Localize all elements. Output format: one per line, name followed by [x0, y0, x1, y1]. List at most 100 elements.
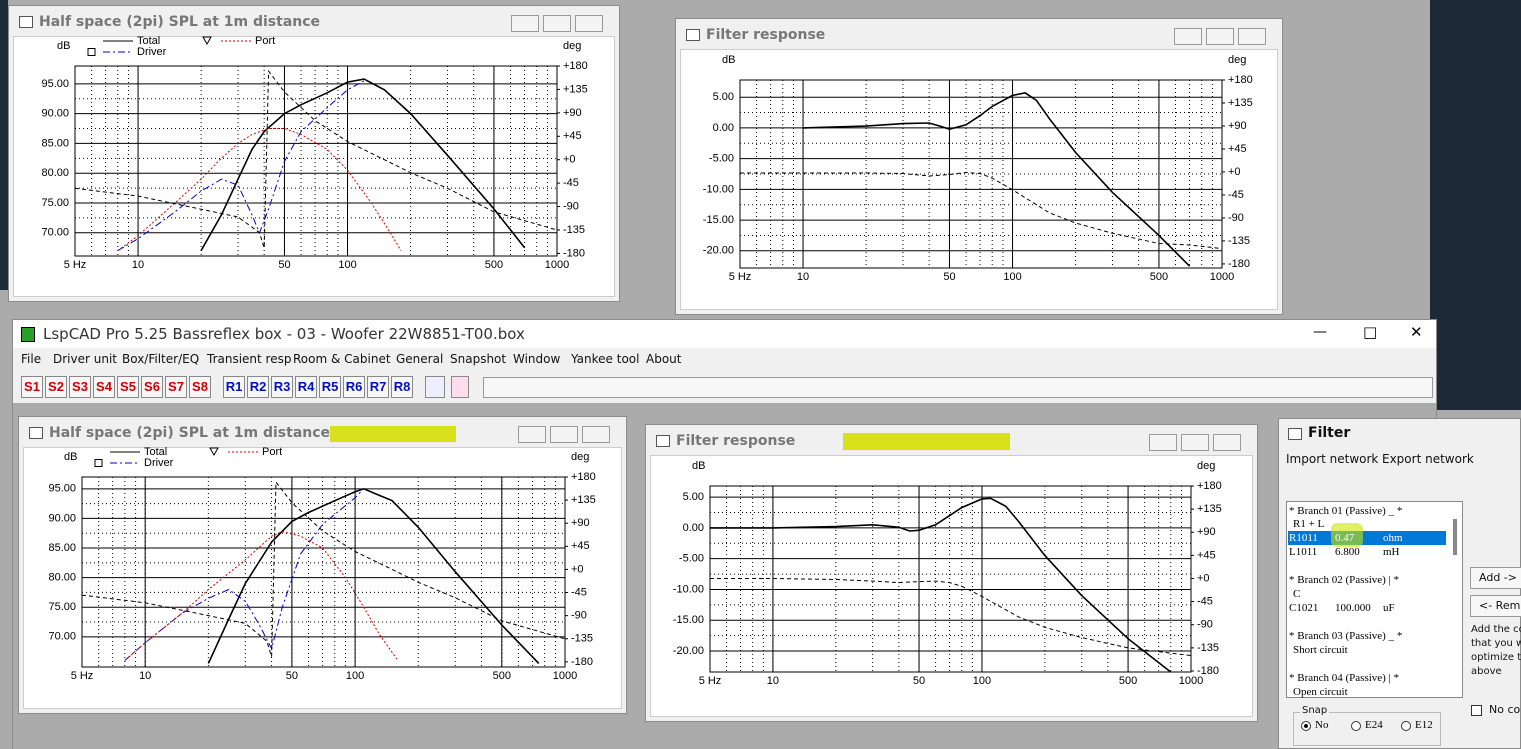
minimize[interactable]: [1174, 28, 1202, 45]
maximize[interactable]: [543, 15, 571, 32]
menu-item[interactable]: Box/Filter/EQ: [122, 352, 200, 366]
list-item[interactable]: 100.000: [1335, 602, 1371, 614]
y-tick-label: 70.00: [41, 227, 69, 239]
list-item[interactable]: Open circuit: [1293, 686, 1348, 698]
y2-tick-label: -90: [1197, 619, 1213, 631]
menu-item[interactable]: Driver unit: [53, 352, 117, 366]
list-item[interactable]: 0.47: [1335, 532, 1355, 544]
radio[interactable]: [1301, 721, 1311, 731]
checkbox[interactable]: [1471, 705, 1482, 716]
toolbar-button[interactable]: S3: [69, 376, 91, 398]
list-item[interactable]: ohm: [1383, 532, 1403, 544]
window-icon: [29, 427, 43, 439]
toolbar-button[interactable]: R4: [295, 376, 317, 398]
menu-item[interactable]: Snapshot: [450, 352, 507, 366]
close[interactable]: [575, 15, 603, 32]
y-tick-label: -5.00: [709, 153, 734, 165]
button[interactable]: <- Remov: [1470, 595, 1521, 617]
minimize[interactable]: [511, 15, 539, 32]
y-axis-label: dB: [64, 451, 77, 463]
x-tick-label: 100: [346, 670, 364, 682]
list-item[interactable]: Short circuit: [1293, 644, 1348, 656]
x-tick-label: 10: [132, 259, 144, 271]
menu-item[interactable]: File: [21, 352, 42, 366]
series-line: [803, 92, 1191, 267]
close[interactable]: [582, 426, 610, 443]
toolbar-button[interactable]: R8: [391, 376, 413, 398]
series-line: [200, 78, 526, 251]
radio[interactable]: [1351, 721, 1361, 731]
toolbar-icon[interactable]: [451, 376, 469, 398]
minimize[interactable]: [1149, 434, 1177, 451]
x-tick-label: 100: [338, 259, 356, 271]
toolbar-button[interactable]: R3: [271, 376, 293, 398]
menu-item[interactable]: Yankee tool: [571, 352, 640, 366]
menu-item[interactable]: Transient resp: [207, 352, 292, 366]
list-item[interactable]: 6.800: [1335, 546, 1360, 558]
toolbar-button[interactable]: S8: [189, 376, 211, 398]
y2-tick-label: +180: [1228, 74, 1253, 86]
toolbar-button[interactable]: S6: [141, 376, 163, 398]
maximize[interactable]: [550, 426, 578, 443]
toolbar-button[interactable]: S4: [93, 376, 115, 398]
y-tick-label: 70.00: [48, 631, 76, 643]
toolbar-button[interactable]: R5: [319, 376, 341, 398]
close[interactable]: ✕: [1410, 323, 1423, 341]
y2-tick-label: -90: [563, 200, 579, 212]
menu-item[interactable]: About: [646, 352, 682, 366]
legend-marker: [202, 36, 212, 46]
list-item[interactable]: R1011: [1289, 532, 1318, 544]
menu-item[interactable]: Import network: [1286, 452, 1379, 466]
y2-tick-label: -135: [571, 633, 593, 645]
window-title: Filter response: [706, 27, 826, 43]
button[interactable]: Add ->: [1470, 567, 1521, 589]
maximize[interactable]: [1206, 28, 1234, 45]
list-item[interactable]: R1 + L: [1293, 518, 1325, 530]
list-item[interactable]: L1011: [1289, 546, 1318, 558]
menu-item[interactable]: Room & Cabinet: [293, 352, 391, 366]
toolbar-button[interactable]: R6: [343, 376, 365, 398]
list-item[interactable]: * Branch 03 (Passive) _ *: [1289, 630, 1403, 642]
close[interactable]: [1213, 434, 1241, 451]
menu-item[interactable]: Window: [513, 352, 561, 366]
radio[interactable]: [1401, 721, 1411, 731]
toolbar-button[interactable]: R2: [247, 376, 269, 398]
minimize[interactable]: [518, 426, 546, 443]
toolbar-button[interactable]: S5: [117, 376, 139, 398]
help-text: optimize to: [1471, 652, 1521, 663]
radio-label: E24: [1365, 719, 1383, 731]
x-tick-label: 10: [139, 670, 151, 682]
y2-tick-label: +90: [563, 107, 582, 119]
series-line: [740, 171, 1223, 250]
list-item[interactable]: uF: [1383, 602, 1395, 614]
client-area: [13, 36, 615, 297]
radio-label: No: [1315, 719, 1329, 731]
menu-item[interactable]: Export network: [1382, 452, 1474, 466]
close[interactable]: [1238, 28, 1266, 45]
toolbar-button[interactable]: S7: [165, 376, 187, 398]
list-item[interactable]: mH: [1383, 546, 1400, 558]
toolbar-button[interactable]: R7: [367, 376, 389, 398]
minimize[interactable]: —: [1313, 324, 1327, 340]
x-tick-label: 500: [1119, 675, 1137, 687]
maximize[interactable]: □: [1363, 323, 1378, 341]
y2-tick-label: +180: [571, 471, 596, 483]
list-item[interactable]: C1021: [1289, 602, 1319, 614]
list-item[interactable]: C: [1293, 588, 1301, 600]
toolbar-button[interactable]: R1: [223, 376, 245, 398]
y2-tick-label: +90: [1197, 526, 1216, 538]
list-item[interactable]: * Branch 01 (Passive) _ *: [1289, 505, 1403, 517]
toolbar-icon[interactable]: [425, 376, 445, 398]
list-item[interactable]: * Branch 02 (Passive) | *: [1289, 574, 1400, 586]
menu-item[interactable]: General: [396, 352, 444, 366]
series-line: [710, 497, 1172, 673]
toolbar-button[interactable]: S1: [21, 376, 43, 398]
legend-label: Port: [262, 446, 282, 458]
app-title: LspCAD Pro 5.25 Bassreflex box - 03 - Wo…: [43, 325, 525, 343]
list-item[interactable]: * Branch 04 (Passive) | *: [1289, 672, 1400, 684]
maximize[interactable]: [1181, 434, 1209, 451]
toolbar-button[interactable]: S2: [45, 376, 67, 398]
redaction: [843, 433, 1010, 450]
